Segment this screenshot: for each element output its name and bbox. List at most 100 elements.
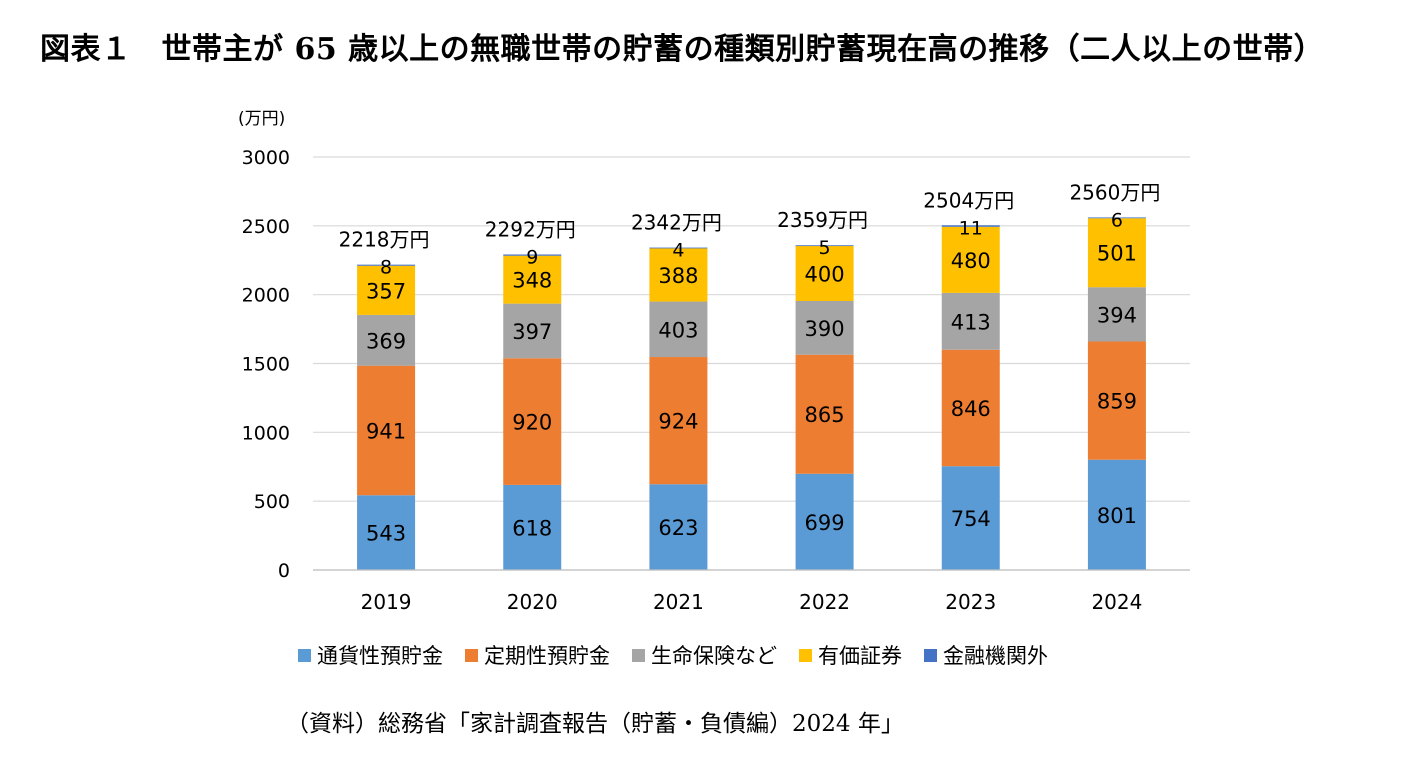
source-note: （資料）総務省「家計調査報告（貯蓄・負債編）2024 年」: [286, 711, 904, 737]
legend-label: 通貨性預貯金: [317, 644, 443, 668]
legend-item: 金融機関外: [924, 640, 1048, 670]
total-label: 2359万円: [777, 208, 868, 232]
bar-segment: [795, 300, 854, 355]
bar-segment: [1087, 341, 1146, 460]
bar-segment: [941, 292, 1000, 350]
y-tick-label: 2500: [242, 216, 290, 238]
total-label: 2218万円: [339, 228, 430, 252]
legend-item: 生命保険など: [632, 640, 777, 670]
x-tick-label: 2024: [1091, 590, 1142, 614]
y-tick-label: 0: [278, 560, 290, 582]
legend-swatch: [465, 648, 478, 662]
bar-segment: [357, 265, 416, 315]
legend-item: 定期性預貯金: [465, 640, 610, 670]
bar-segment: [357, 314, 416, 366]
total-label: 2292万円: [485, 217, 576, 241]
bar-segment: [357, 365, 416, 496]
bar-segment: [1087, 218, 1146, 288]
bar-segment: [649, 247, 708, 249]
data-label: 390: [805, 317, 845, 341]
x-tick-label: 2022: [799, 590, 850, 614]
bar-segment: [941, 225, 1000, 227]
bar-segment: [941, 466, 1000, 570]
data-label: 388: [658, 264, 698, 288]
x-tick-label: 2019: [361, 590, 412, 614]
bar-segment: [795, 245, 854, 247]
data-label: 11: [959, 217, 983, 239]
data-label: 413: [951, 310, 991, 334]
legend-swatch: [632, 648, 645, 662]
data-label: 865: [805, 403, 845, 427]
bar-segment: [941, 349, 1000, 467]
data-label: 397: [512, 320, 552, 344]
legend-swatch: [799, 648, 812, 662]
figure-number: 図表１: [40, 32, 132, 67]
data-label: 5: [819, 237, 831, 259]
bar-segment: [503, 484, 562, 570]
data-label: 623: [658, 516, 698, 540]
data-label: 543: [366, 522, 406, 546]
data-label: 699: [805, 511, 845, 535]
bar-segment: [1087, 217, 1146, 219]
legend-label: 定期性預貯金: [484, 644, 610, 668]
y-tick-label: 2000: [242, 285, 290, 307]
bar-segment: [649, 484, 708, 570]
data-label: 480: [951, 249, 991, 273]
data-label: 846: [951, 397, 991, 421]
x-tick-label: 2020: [507, 590, 558, 614]
chart-legend: 通貨性預貯金 定期性預貯金 生命保険など 有価証券 金融機関外: [0, 640, 1422, 670]
x-tick-label: 2023: [945, 590, 996, 614]
data-label: 924: [658, 410, 698, 434]
y-tick-label: 1000: [242, 422, 290, 444]
data-label: 754: [951, 507, 991, 531]
bar-segment: [649, 357, 708, 485]
bar-segment: [1087, 459, 1146, 570]
bar-segment: [941, 226, 1000, 293]
legend-swatch: [924, 648, 937, 662]
data-label: 9: [526, 246, 538, 268]
data-label: 6: [1111, 209, 1123, 231]
data-label: 920: [512, 411, 552, 435]
bar-segment: [795, 354, 854, 474]
y-tick-label: 1500: [242, 354, 290, 376]
bar-segment: [503, 303, 562, 359]
bar-segment: [649, 248, 708, 302]
legend-swatch: [298, 648, 311, 662]
data-label: 394: [1097, 303, 1137, 327]
stacked-bar-chart: (万円) 0 500 1000 1500 2000 2500 3000 543 941 369 357…: [238, 109, 1190, 614]
title-text: 世帯主が 65 歳以上の無職世帯の貯蓄の種類別貯蓄現在高の推移（二人以上の世帯）: [161, 32, 1325, 67]
legend-label: 生命保険など: [651, 644, 777, 668]
bar-segment: [649, 301, 708, 358]
data-label: 501: [1097, 242, 1137, 266]
data-label: 369: [366, 329, 406, 353]
legend-label: 有価証券: [818, 644, 902, 668]
data-label: 941: [366, 419, 406, 443]
bar-segment: [1087, 287, 1146, 342]
legend-label: 金融機関外: [943, 644, 1048, 668]
bar-segment: [357, 495, 416, 570]
total-label: 2342万円: [631, 211, 722, 235]
bar-segment: [357, 264, 416, 266]
data-label: 859: [1097, 390, 1137, 414]
total-label: 2560万円: [1069, 180, 1160, 204]
total-label: 2504万円: [923, 188, 1014, 212]
bar-segment: [503, 358, 562, 485]
data-label: 357: [366, 279, 406, 303]
y-tick-label: 3000: [242, 147, 290, 169]
data-label: 8: [380, 257, 392, 279]
y-unit-label: (万円): [238, 109, 285, 129]
bar-segment: [795, 473, 854, 570]
legend-item: 有価証券: [799, 640, 902, 670]
legend-item: 通貨性預貯金: [298, 640, 443, 670]
data-label: 403: [658, 318, 698, 342]
bar-segment: [503, 254, 562, 256]
data-label: 348: [512, 269, 552, 293]
data-label: 801: [1097, 504, 1137, 528]
y-tick-label: 500: [254, 491, 290, 513]
bar-segment: [795, 245, 854, 301]
data-label: 618: [512, 516, 552, 540]
data-label: 400: [805, 262, 845, 286]
chart-title: 図表１ 世帯主が 65 歳以上の無職世帯の貯蓄の種類別貯蓄現在高の推移（二人以上の…: [40, 24, 1324, 68]
bar-segment: [503, 255, 562, 304]
x-tick-label: 2021: [653, 590, 704, 614]
